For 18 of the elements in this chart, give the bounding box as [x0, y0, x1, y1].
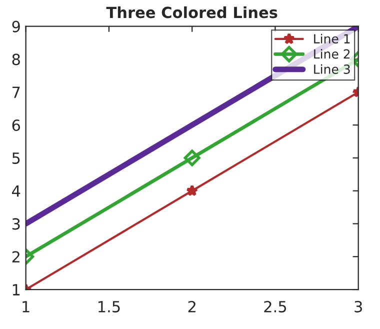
x-tick-label: 3	[354, 300, 362, 312]
legend-label: Line 1	[314, 34, 350, 44]
x-tick-label: 2	[188, 300, 196, 312]
legend-label: Line 3	[314, 64, 350, 74]
y-tick-label: 2	[12, 251, 20, 262]
x-tick-label: 2.5	[264, 300, 286, 312]
x-tick-label: 1.5	[98, 301, 120, 312]
legend-label: Line 2	[314, 49, 350, 59]
y-tick-label: 5	[12, 152, 20, 164]
chart-title: Three Colored Lines	[106, 6, 278, 18]
y-tick-label: 4	[12, 185, 20, 197]
y-tick-label: 1	[12, 284, 20, 296]
y-tick-label: 3	[12, 218, 20, 230]
y-tick-label: 6	[12, 119, 20, 132]
y-tick-label: 9	[12, 20, 20, 32]
x-tick-label: 1	[22, 301, 30, 312]
y-tick-label: 8	[12, 54, 20, 66]
y-tick-label: 7	[12, 86, 20, 98]
